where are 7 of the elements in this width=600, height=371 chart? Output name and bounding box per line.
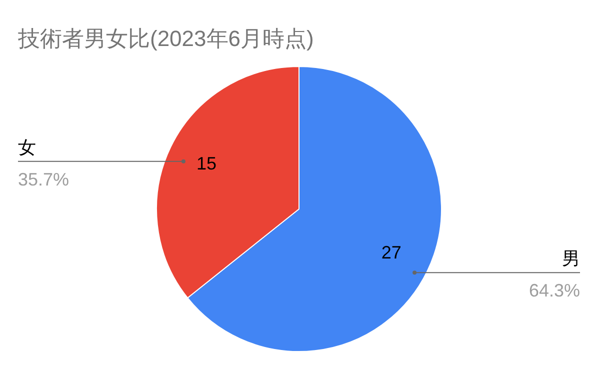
- data-label: 27: [381, 242, 402, 262]
- data-label: 15: [196, 153, 217, 174]
- text: 35.7%: [18, 169, 70, 190]
- slice-label: 男: [562, 248, 580, 269]
- text: 64.3%: [528, 280, 580, 301]
- chart-title: 技術者男女比(2023年6月時点): [17, 26, 314, 51]
- slice-label: 女: [18, 137, 36, 158]
